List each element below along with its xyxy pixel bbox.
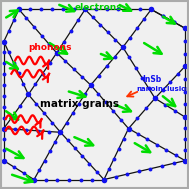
Text: InSb: InSb (142, 75, 161, 84)
Text: phonons: phonons (28, 43, 72, 52)
Text: nanoinclusions: nanoinclusions (136, 86, 189, 92)
Text: matrix grains: matrix grains (40, 99, 119, 109)
Text: electrons: electrons (74, 3, 122, 12)
